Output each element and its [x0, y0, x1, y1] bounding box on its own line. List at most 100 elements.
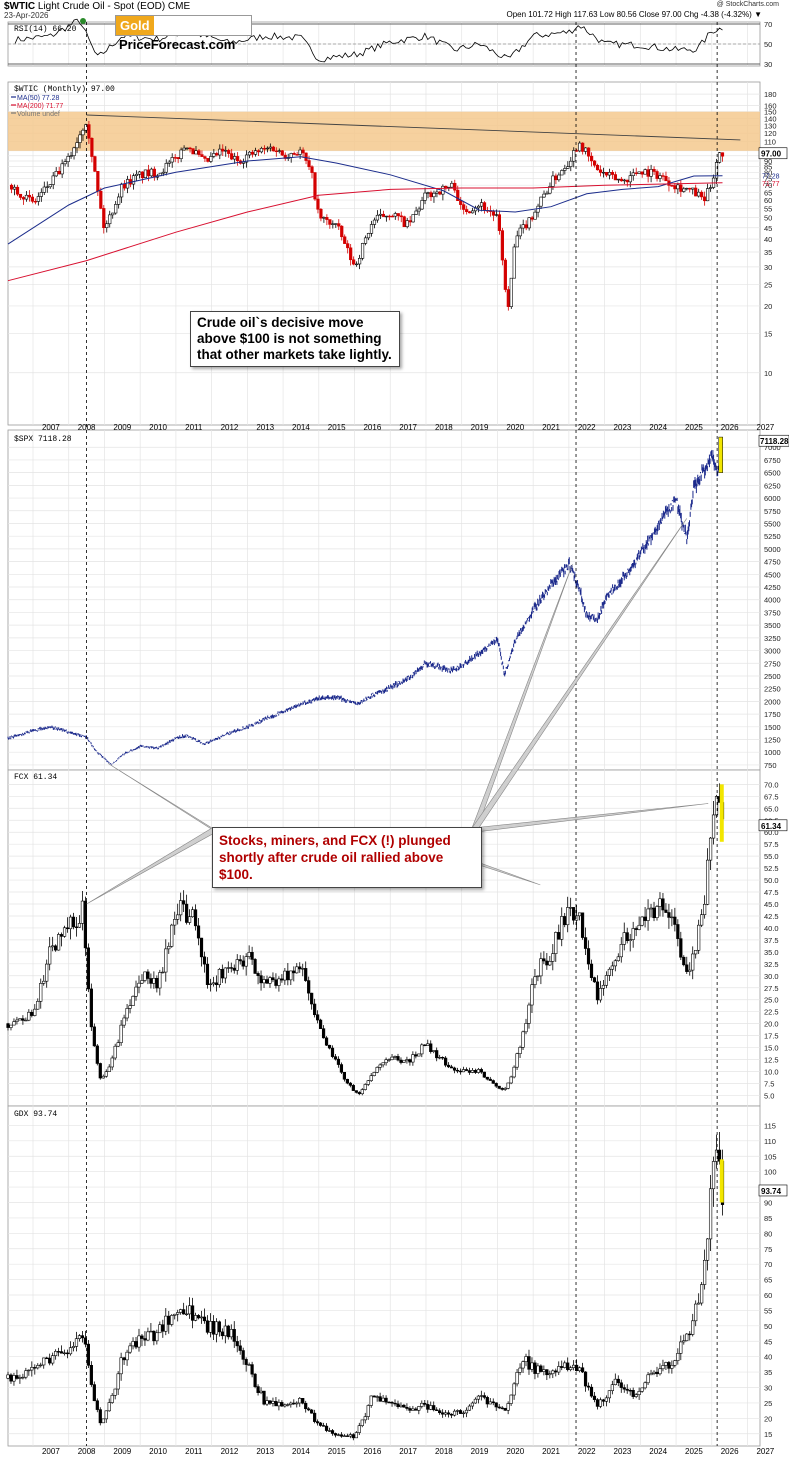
fcx-candle	[9, 1024, 13, 1028]
fcx-candle	[89, 988, 93, 1028]
gdx-candle	[375, 1396, 379, 1398]
fcx-candle	[173, 919, 177, 926]
oil-candle	[604, 171, 609, 176]
fcx-candle	[253, 959, 257, 974]
gdx-candle	[551, 1370, 555, 1375]
gdx-candle	[6, 1374, 10, 1379]
gdx-candle	[59, 1351, 64, 1354]
gdx-candle	[714, 1149, 719, 1162]
gdx-candle	[423, 1402, 427, 1405]
oil-candle	[340, 225, 344, 238]
fcx-candle	[158, 972, 162, 989]
gdx-candle	[214, 1321, 218, 1335]
gdx-candle	[500, 1407, 504, 1409]
fcx-candle	[399, 1059, 403, 1063]
gdx-candle	[429, 1405, 433, 1410]
oil-candle	[265, 147, 269, 150]
x-tick-label: 2012	[221, 1447, 239, 1456]
gdx-candle	[68, 1347, 73, 1355]
x-tick-label: 2025	[685, 1447, 703, 1456]
gdx-candle	[211, 1321, 216, 1335]
fcx-candle	[619, 944, 623, 958]
oil-candle	[438, 191, 442, 195]
y-tick-label: 110	[764, 1137, 776, 1146]
oil-candle	[191, 148, 195, 155]
y-tick-label: 25	[764, 280, 772, 289]
resistance-band	[8, 111, 760, 151]
gdx-candle	[101, 1418, 105, 1424]
fcx-candle	[268, 977, 272, 984]
fcx-candle	[539, 958, 543, 977]
gdx-candle	[411, 1408, 415, 1411]
oil-candle	[429, 192, 433, 198]
oil-candle	[423, 192, 427, 201]
oil-candle	[304, 152, 308, 161]
oil-candle	[387, 215, 391, 218]
x-tick-label: 2014	[292, 423, 310, 432]
fcx-candle	[101, 1075, 105, 1079]
fcx-candle	[387, 1059, 391, 1061]
oil-candle	[360, 243, 365, 259]
x-tick-label: 2027	[756, 423, 774, 432]
oil-candle	[524, 224, 528, 229]
fcx-candle	[700, 914, 704, 926]
gdx-candle	[262, 1390, 266, 1405]
fcx-candle	[277, 978, 281, 986]
fcx-candle	[598, 988, 603, 1001]
gdx-candle	[372, 1395, 376, 1398]
oil-candle	[105, 223, 109, 229]
oil-candle	[708, 187, 713, 189]
y-tick-label: 130	[764, 122, 777, 131]
gdx-candle	[316, 1421, 320, 1424]
fcx-candle	[706, 859, 710, 905]
y-tick-label: 30.0	[764, 972, 779, 981]
y-tick-label: 6750	[764, 456, 781, 465]
fcx-candle	[321, 1028, 326, 1039]
gdx-candle	[39, 1364, 43, 1367]
gdx-candle	[467, 1405, 472, 1411]
x-tick-label: 2018	[435, 1447, 453, 1456]
gdx-candle	[631, 1390, 635, 1397]
fcx-candle	[295, 966, 299, 974]
fcx-candle	[202, 956, 207, 965]
goldpriceforecast-logo: Gold PriceForecast.com	[115, 15, 252, 52]
oil-candle	[560, 170, 564, 176]
y-tick-label: 70.0	[764, 780, 779, 789]
fcx-candle	[610, 965, 614, 970]
oil-candle	[45, 186, 49, 188]
gdx-candle	[703, 1259, 707, 1285]
logo-rest: PriceForecast.com	[119, 37, 236, 52]
fcx-candle	[524, 1023, 528, 1033]
gdx-candle	[503, 1408, 507, 1411]
gdx-candle	[283, 1404, 287, 1407]
gdx-candle	[658, 1368, 662, 1375]
y-tick-label: 20	[764, 302, 772, 311]
gdx-candle	[259, 1390, 263, 1393]
gdx-candle	[697, 1302, 701, 1305]
symbol-label: $WTIC	[4, 1, 36, 12]
legend-entry: Volume undef	[17, 111, 60, 118]
gdx-candle	[202, 1316, 207, 1322]
y-tick-label: 4500	[764, 570, 781, 579]
oil-candle	[218, 148, 222, 156]
gdx-candle	[610, 1384, 614, 1391]
fcx-candle	[586, 948, 591, 965]
oil-candle	[468, 211, 472, 214]
fcx-candle	[429, 1043, 433, 1052]
fcx-candle	[542, 958, 546, 962]
oil-candle	[426, 192, 430, 194]
gdx-candle	[566, 1362, 570, 1370]
y-tick-label: 55	[764, 1306, 772, 1315]
gdx-candle	[607, 1390, 611, 1399]
gdx-candle	[89, 1365, 93, 1385]
fcx-candle	[649, 907, 653, 910]
fcx-candle	[411, 1054, 415, 1063]
fcx-candle	[333, 1056, 338, 1060]
oil-candle	[607, 172, 612, 176]
gdx-candle	[685, 1333, 689, 1342]
y-tick-label: 57.5	[764, 840, 779, 849]
oil-candle	[539, 196, 543, 207]
y-tick-label: 60.0	[764, 828, 779, 837]
oil-candle	[414, 210, 418, 215]
fcx-candle	[232, 967, 236, 971]
